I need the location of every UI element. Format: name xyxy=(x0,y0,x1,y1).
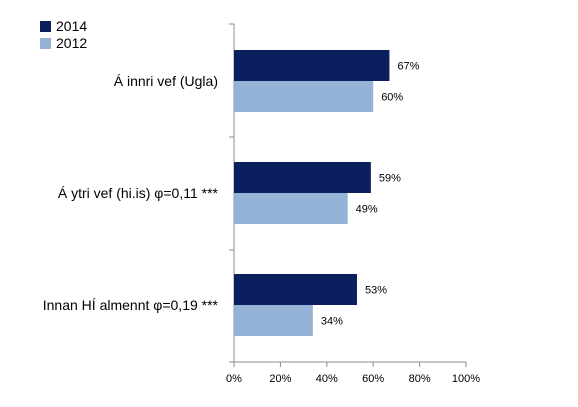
data-label-2014-2: 53% xyxy=(365,285,387,297)
data-label-2012-0: 60% xyxy=(381,92,403,104)
bars xyxy=(234,50,390,336)
bar-2012-0 xyxy=(234,81,374,112)
x-tick-label: 100% xyxy=(452,373,480,385)
bar-2014-0 xyxy=(234,50,390,81)
category-label-1: Á ytri vef (hi.is) φ=0,11 *** xyxy=(58,185,219,201)
data-label-2014-0: 67% xyxy=(397,61,419,73)
legend-label-2012: 2012 xyxy=(56,35,87,51)
legend-swatch-2014 xyxy=(40,21,51,32)
category-label-0: Á innri vef (Ugla) xyxy=(114,73,218,89)
x-tick-label: 60% xyxy=(362,373,384,385)
x-tick-label: 0% xyxy=(226,373,242,385)
legend-label-2014: 2014 xyxy=(56,18,87,34)
category-label-2: Innan HÍ almennt φ=0,19 *** xyxy=(43,297,219,313)
x-tick-label: 40% xyxy=(316,373,338,385)
data-label-2012-1: 49% xyxy=(356,204,378,216)
bar-2012-2 xyxy=(234,305,313,336)
bar-2014-1 xyxy=(234,162,371,193)
data-label-2012-2: 34% xyxy=(321,316,343,328)
data-label-2014-1: 59% xyxy=(379,173,401,185)
axes: 0% 20% 40% 60% 80% 100% xyxy=(226,23,480,385)
bar-2014-2 xyxy=(234,274,357,305)
labels: 67% 60% Á innri vef (Ugla) 59% 49% Á ytri vef… xyxy=(43,61,420,328)
x-tick-label: 20% xyxy=(269,373,291,385)
bar-2012-1 xyxy=(234,193,348,224)
x-tick-label: 80% xyxy=(409,373,431,385)
legend-swatch-2012 xyxy=(40,38,51,49)
